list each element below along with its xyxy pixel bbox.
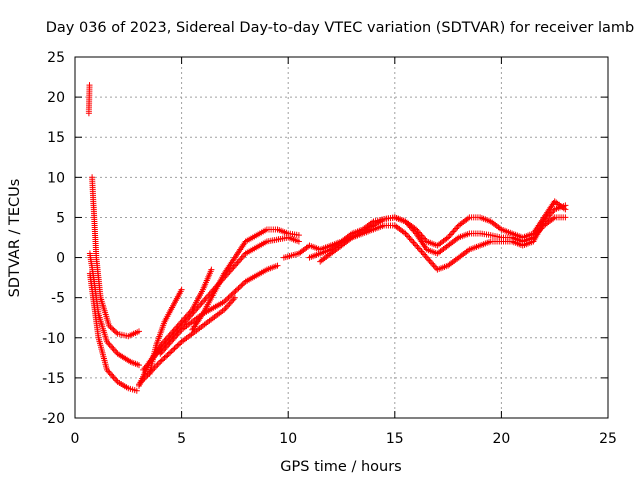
marker-track-2 [86, 250, 142, 369]
series-track-9 [136, 266, 215, 389]
series-track-4 [85, 82, 93, 117]
y-tick-label: 5 [56, 210, 65, 226]
x-tick-label: 25 [599, 431, 617, 447]
y-tick-label: 0 [56, 251, 65, 267]
series-track-2 [86, 250, 142, 369]
y-axis-ticks: -20 -15 -10 -5 0 5 10 15 20 25 [42, 50, 608, 427]
x-tick-label: 10 [279, 431, 297, 447]
x-axis-ticks: 0 5 10 15 20 25 [71, 57, 617, 447]
marker-track-10 [189, 226, 302, 333]
y-tick-label: 15 [47, 130, 65, 146]
marker-track-9 [136, 266, 215, 389]
y-tick-label: -10 [42, 331, 65, 347]
y-tick-label: -20 [42, 411, 65, 427]
y-tick-label: -5 [51, 291, 65, 307]
y-tick-label: 10 [47, 170, 65, 186]
series-track-12 [306, 202, 569, 273]
x-tick-label: 15 [386, 431, 404, 447]
series-track-10 [189, 226, 302, 333]
marker-track-1 [89, 174, 142, 340]
marker-track-3 [86, 270, 140, 394]
plot-frame [74, 56, 609, 419]
series-track-1 [89, 174, 142, 340]
series-track-7 [157, 262, 281, 357]
data-marks [85, 82, 569, 394]
chart-title: Day 036 of 2023, Sidereal Day-to-day VTE… [46, 20, 635, 36]
marker-track-12 [306, 202, 569, 273]
marker-track-4 [85, 82, 93, 117]
x-axis-label: GPS time / hours [280, 459, 401, 475]
y-tick-label: 25 [47, 50, 65, 66]
x-tick-label: 5 [177, 431, 186, 447]
y-tick-label: 20 [47, 90, 65, 106]
x-tick-label: 0 [71, 431, 80, 447]
series-track-13 [317, 198, 569, 265]
y-tick-label: -15 [42, 371, 65, 387]
marker-track-13 [317, 198, 569, 265]
series-track-3 [86, 270, 140, 394]
marker-track-7 [157, 262, 281, 357]
x-tick-label: 20 [492, 431, 510, 447]
y-axis-label: SDTVAR / TECUs [7, 179, 23, 298]
